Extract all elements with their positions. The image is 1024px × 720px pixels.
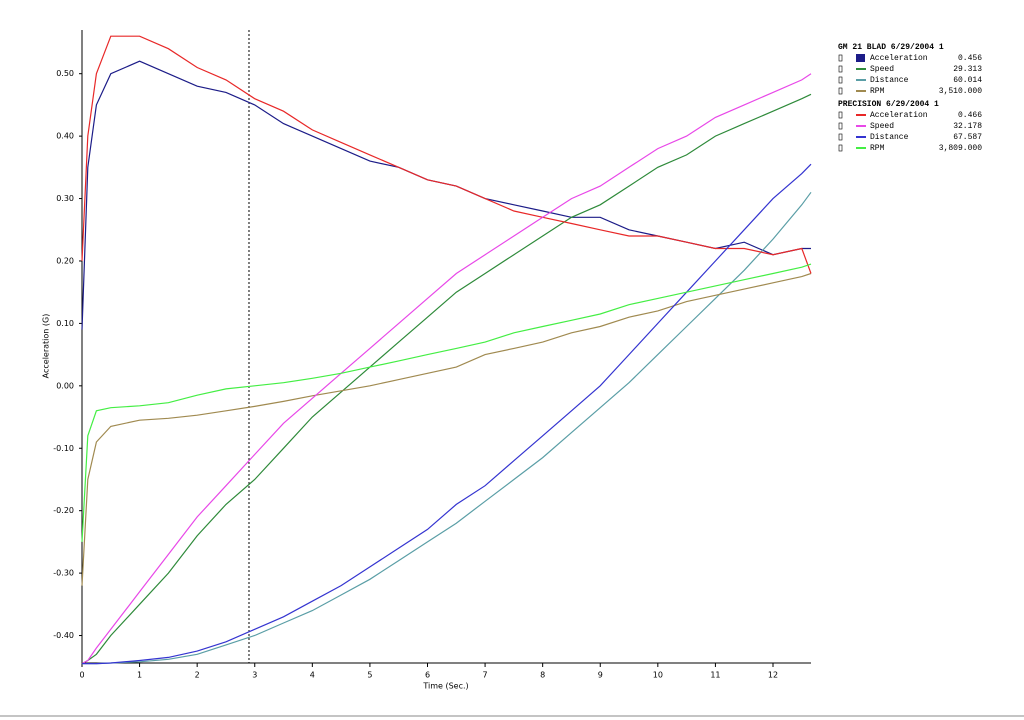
- legend-label: Speed: [870, 122, 894, 131]
- legend-checkbox: [838, 144, 843, 152]
- x-tick-label: 9: [598, 671, 603, 680]
- legend-readout: 3,809.000: [939, 144, 982, 153]
- series-line: [82, 191, 812, 665]
- legend-swatch: [856, 54, 865, 62]
- x-tick-label: 3: [252, 671, 257, 680]
- x-tick-label: 8: [540, 671, 545, 680]
- y-tick-label: 0.00: [56, 381, 74, 390]
- legend-label: RPM: [870, 144, 885, 153]
- y-tick-label: 0.50: [56, 69, 74, 78]
- x-tick-label: 5: [367, 671, 372, 680]
- legend-title: PRECISION 6/29/2004 1: [838, 100, 939, 109]
- legend-label: Speed: [870, 65, 894, 74]
- y-tick-label: 0.40: [56, 132, 74, 141]
- x-tick-label: 1: [137, 671, 142, 680]
- series-line: [81, 272, 812, 586]
- series-line: [81, 35, 812, 274]
- x-axis-label: Time (Sec.): [422, 682, 468, 691]
- y-tick-label: 0.20: [56, 256, 74, 265]
- series-line: [81, 93, 812, 665]
- x-tick-label: 7: [483, 671, 488, 680]
- legend-checkbox: [838, 87, 843, 95]
- legend-label: Distance: [870, 76, 909, 85]
- series-line: [81, 73, 812, 665]
- legend-checkbox: [838, 111, 843, 119]
- y-tick-label: -0.20: [53, 506, 74, 515]
- y-tick-label: -0.10: [53, 444, 74, 453]
- x-tick-label: 0: [79, 671, 84, 680]
- y-axis-label: Acceleration (G): [42, 314, 51, 379]
- legend-checkbox: [838, 133, 843, 141]
- legend-checkbox: [838, 122, 843, 130]
- x-tick-label: 12: [768, 671, 778, 680]
- legend-label: Distance: [870, 133, 909, 142]
- legend-readout: 60.014: [953, 76, 982, 85]
- legend-label: Acceleration: [870, 111, 928, 120]
- series-line: [81, 263, 812, 542]
- legend-title: GM 21 BLAD 6/29/2004 1: [838, 43, 944, 52]
- y-tick-label: -0.40: [53, 631, 74, 640]
- legend-readout: 29.313: [953, 65, 982, 74]
- x-tick-label: 2: [195, 671, 200, 680]
- x-tick-label: 10: [653, 671, 663, 680]
- legend-checkbox: [838, 76, 843, 84]
- legend-readout: 32.178: [953, 122, 982, 131]
- legend-readout: 67.587: [953, 133, 982, 142]
- y-tick-label: 0.10: [56, 319, 74, 328]
- y-tick-label: -0.30: [53, 569, 74, 578]
- legend-checkbox: [838, 54, 843, 62]
- x-tick-label: 4: [310, 671, 315, 680]
- legend-label: Acceleration: [870, 54, 928, 63]
- legend-readout: 0.456: [958, 54, 982, 63]
- series-line: [82, 163, 812, 665]
- y-tick-label: 0.30: [56, 194, 74, 203]
- x-tick-label: 11: [710, 671, 720, 680]
- legend-checkbox: [838, 65, 843, 73]
- legend-readout: 0.466: [958, 111, 982, 120]
- x-tick-label: 6: [425, 671, 430, 680]
- legend-readout: 3,510.000: [939, 87, 982, 96]
- legend-label: RPM: [870, 87, 885, 96]
